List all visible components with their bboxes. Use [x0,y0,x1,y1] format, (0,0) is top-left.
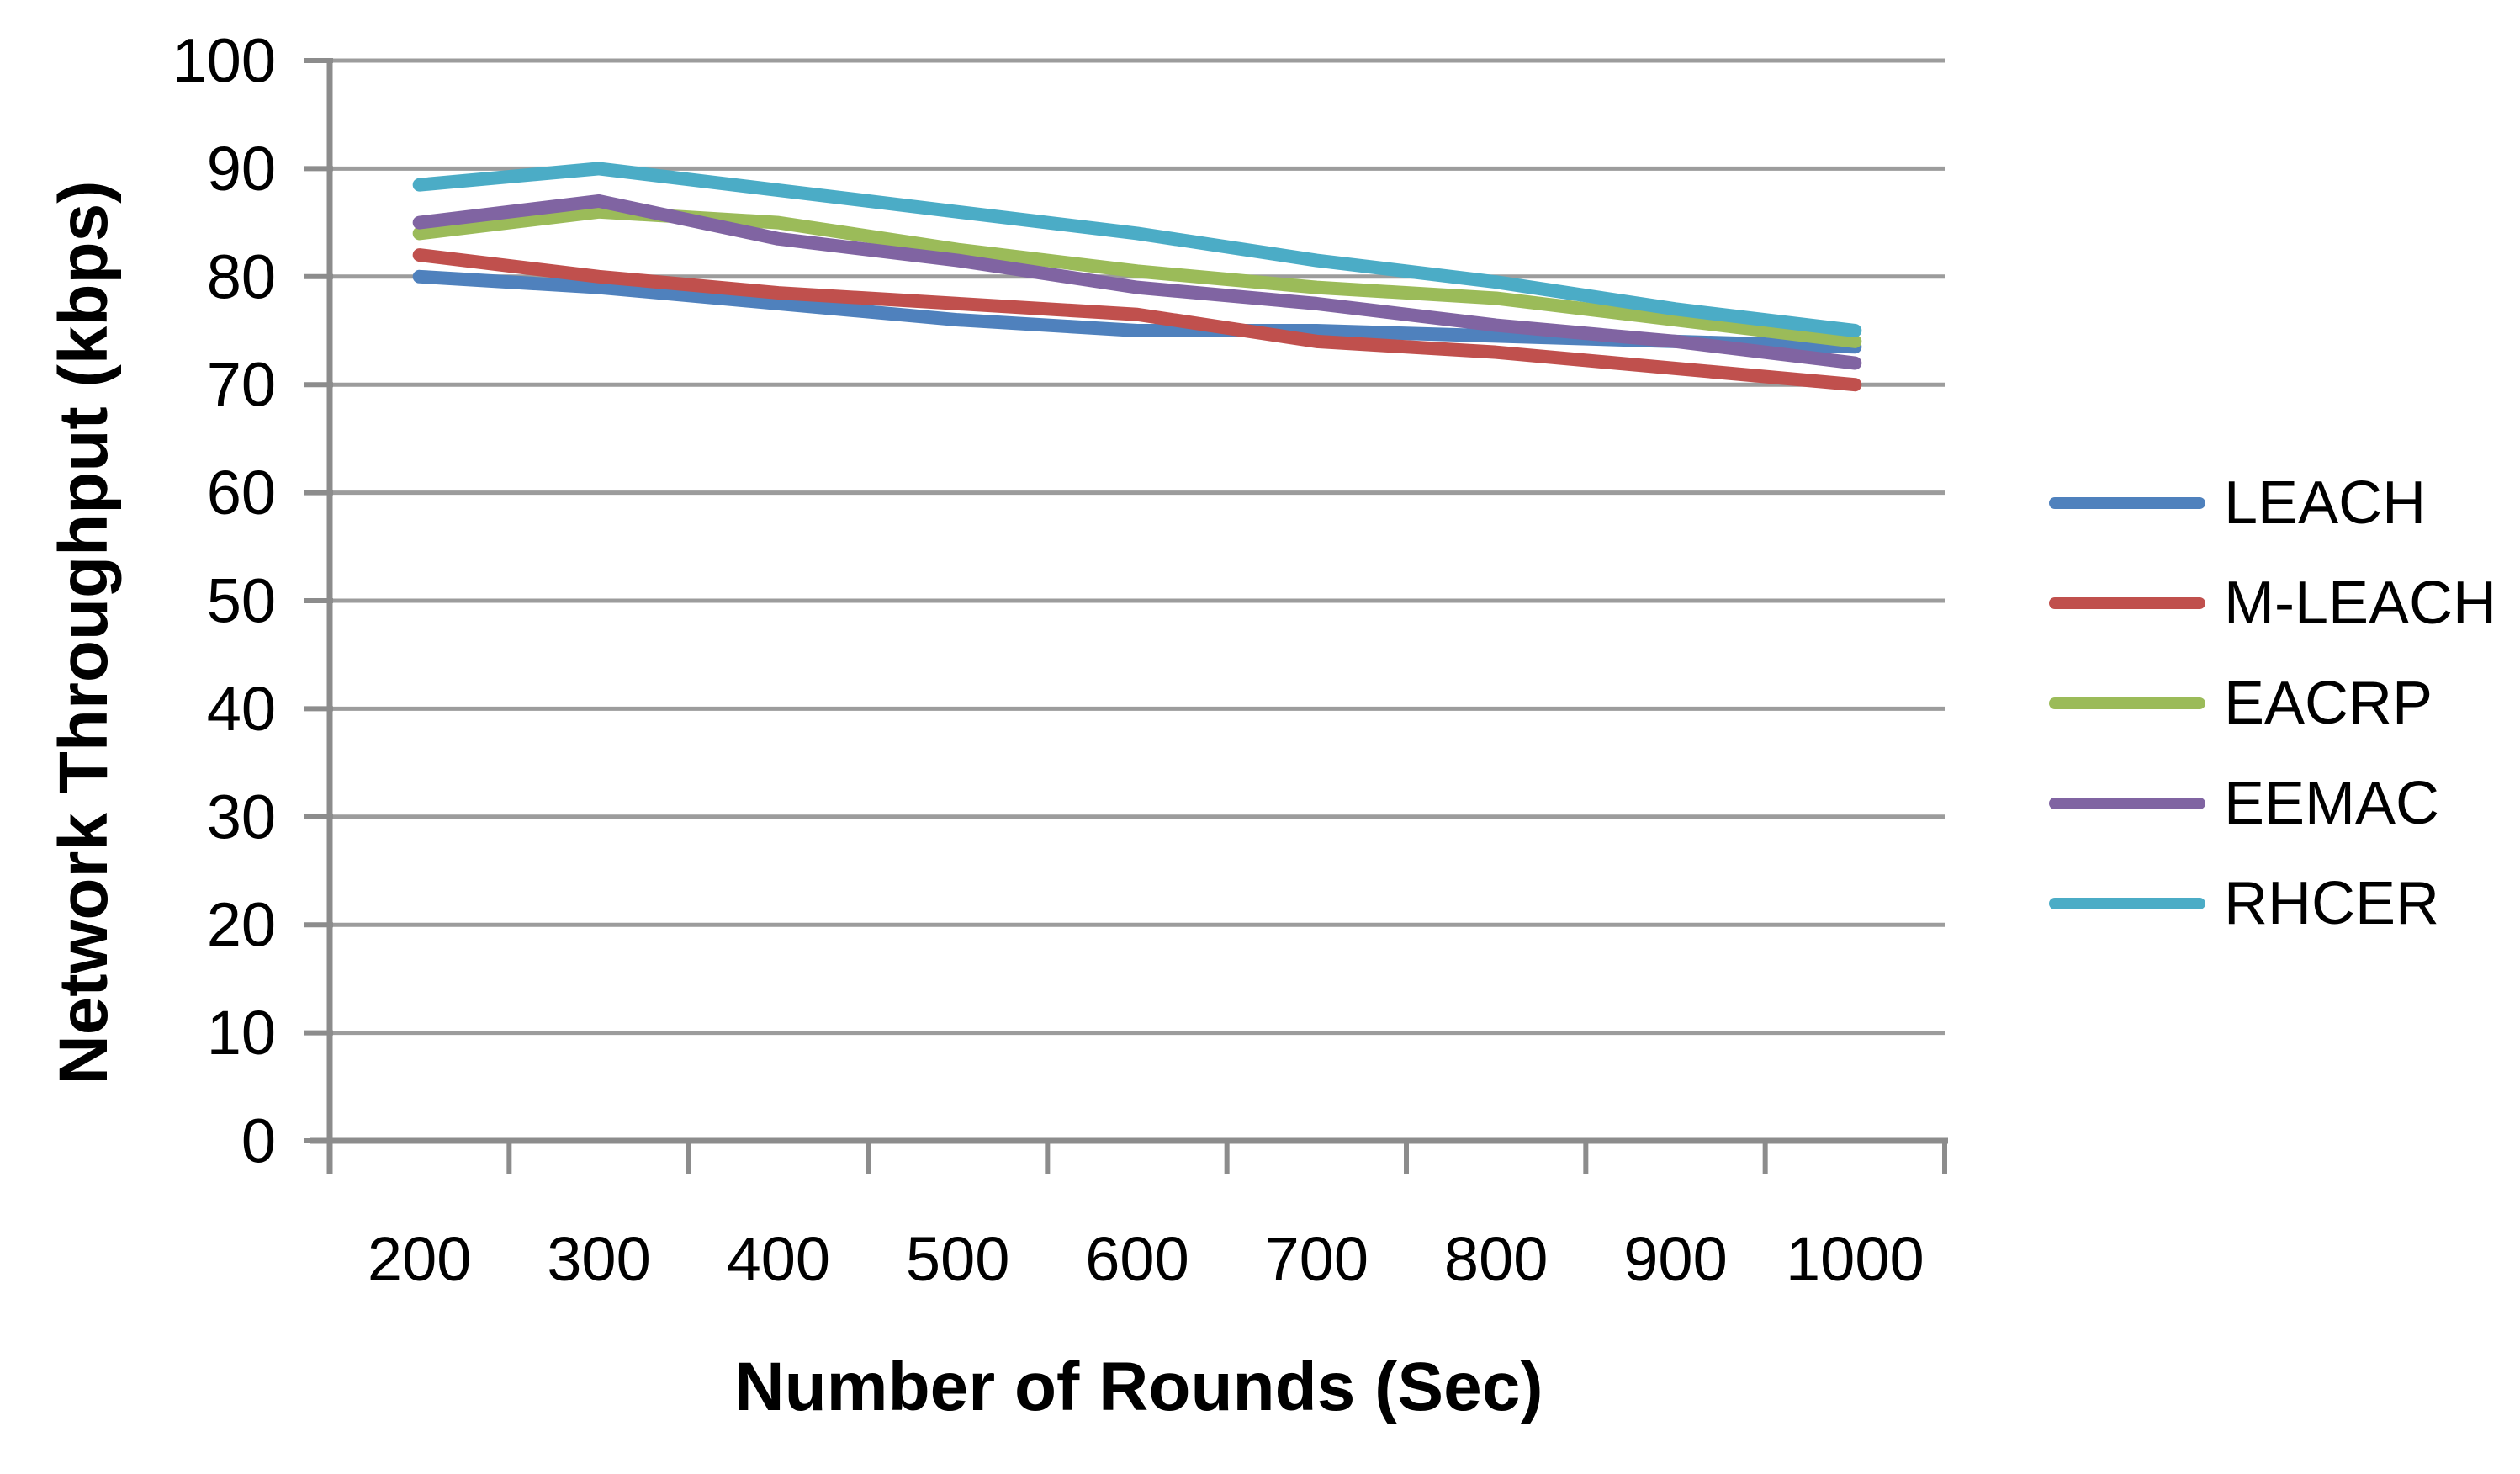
y-tick-label: 100 [172,26,276,96]
legend-label-LEACH: LEACH [2224,469,2427,537]
y-tick-label: 50 [207,566,276,636]
series-line-M-LEACH [412,248,1862,392]
legend-label-M-LEACH: M-LEACH [2224,570,2497,637]
x-tick-label: 600 [1085,1224,1189,1294]
x-tick-label: 500 [906,1224,1009,1294]
x-tick-label: 400 [727,1224,830,1294]
x-tick-label: 200 [368,1224,471,1294]
legend-label-EACRP: EACRP [2224,670,2433,737]
legend-item-EEMAC: EEMAC [2049,770,2496,837]
y-tick-label: 70 [207,350,276,420]
x-tick-label: 300 [547,1224,650,1294]
legend-swatch-M-LEACH [2049,597,2205,609]
series-line-RHCER [412,162,1862,337]
legend-label-EEMAC: EEMAC [2224,770,2440,837]
y-tick-label: 20 [207,890,276,960]
legend-swatch-EEMAC [2049,798,2205,809]
legend-label-RHCER: RHCER [2224,870,2440,937]
y-tick-label: 10 [207,998,276,1068]
y-tick-label: 0 [241,1106,276,1176]
x-tick-label: 1000 [1786,1224,1924,1294]
legend: LEACH M-LEACH EACRP EEMAC RHCER [2049,469,2496,937]
y-tick-label: 40 [207,674,276,744]
legend-item-EACRP: EACRP [2049,670,2496,737]
legend-item-RHCER: RHCER [2049,870,2496,937]
series-line-EEMAC [412,194,1862,370]
legend-swatch-EACRP [2049,697,2205,709]
legend-item-M-LEACH: M-LEACH [2049,570,2496,637]
y-tick-label: 90 [207,134,276,204]
legend-swatch-LEACH [2049,497,2205,509]
x-tick-label: 800 [1444,1224,1548,1294]
y-tick-label: 80 [207,241,276,311]
y-tick-label: 30 [207,782,276,851]
x-tick-label: 700 [1265,1224,1369,1294]
legend-item-LEACH: LEACH [2049,469,2496,537]
x-axis-title: Number of Rounds (Sec) [734,1349,1543,1425]
x-tick-label: 900 [1623,1224,1727,1294]
legend-swatch-RHCER [2049,898,2205,909]
y-tick-label: 60 [207,458,276,528]
